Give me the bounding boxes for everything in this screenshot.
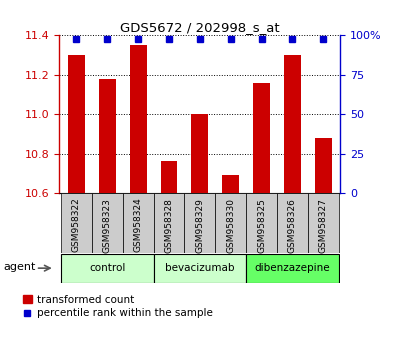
- Text: GSM958328: GSM958328: [164, 198, 173, 253]
- Bar: [68, 55, 85, 193]
- Text: GSM958326: GSM958326: [287, 198, 296, 253]
- Text: GSM958323: GSM958323: [103, 198, 112, 253]
- Bar: [307, 193, 338, 253]
- Text: dibenzazepine: dibenzazepine: [254, 263, 330, 273]
- Bar: [191, 114, 208, 193]
- Text: agent: agent: [3, 262, 35, 272]
- Bar: [129, 45, 146, 193]
- Bar: [99, 79, 115, 193]
- Bar: [160, 161, 177, 193]
- Text: GSM958325: GSM958325: [256, 198, 265, 253]
- Bar: [245, 254, 338, 282]
- Bar: [245, 193, 276, 253]
- Text: control: control: [89, 263, 125, 273]
- Bar: [184, 193, 215, 253]
- Bar: [215, 193, 245, 253]
- Bar: [92, 193, 122, 253]
- Bar: [222, 175, 238, 193]
- Bar: [61, 254, 153, 282]
- Text: bevacizumab: bevacizumab: [165, 263, 234, 273]
- Bar: [153, 254, 245, 282]
- Bar: [252, 83, 270, 193]
- Text: GSM958330: GSM958330: [226, 198, 235, 253]
- Bar: [153, 193, 184, 253]
- Bar: [276, 193, 307, 253]
- Bar: [122, 193, 153, 253]
- Text: GSM958322: GSM958322: [72, 198, 81, 252]
- Bar: [61, 193, 92, 253]
- Text: GSM958327: GSM958327: [318, 198, 327, 253]
- Text: GSM958324: GSM958324: [133, 198, 142, 252]
- Title: GDS5672 / 202998_s_at: GDS5672 / 202998_s_at: [120, 21, 279, 34]
- Bar: [314, 138, 331, 193]
- Bar: [283, 55, 300, 193]
- Legend: transformed count, percentile rank within the sample: transformed count, percentile rank withi…: [22, 294, 213, 319]
- Text: GSM958329: GSM958329: [195, 198, 204, 253]
